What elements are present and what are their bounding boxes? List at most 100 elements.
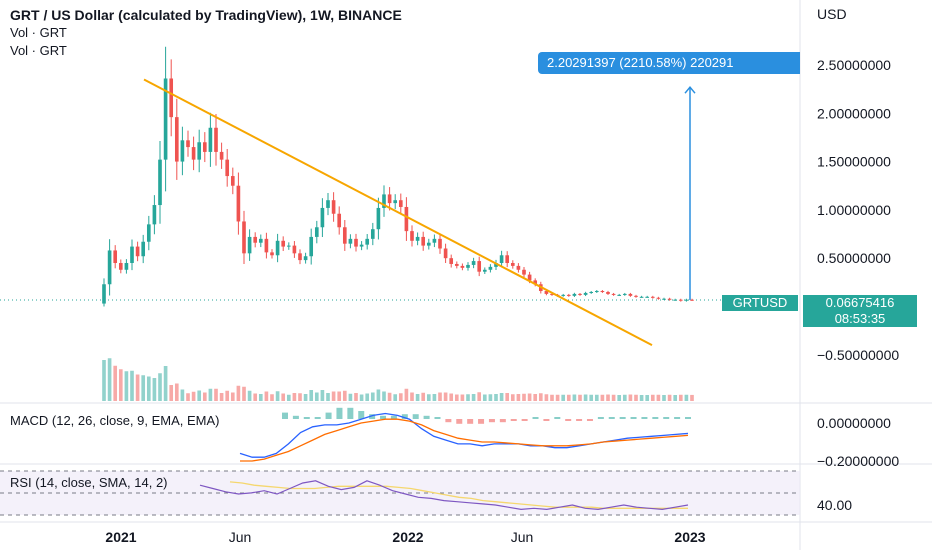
volume-bar <box>264 391 269 401</box>
candle-body <box>505 255 510 264</box>
macd-histogram-bar <box>401 414 408 419</box>
candle-body <box>281 240 286 247</box>
measure-arrowhead <box>684 86 696 94</box>
time-tick-label: Jun <box>511 529 534 545</box>
volume-bar <box>247 390 252 401</box>
candle-body <box>169 78 174 118</box>
volume-bar <box>572 394 577 401</box>
volume-bar <box>387 392 392 401</box>
volume-bar <box>202 392 207 401</box>
volume-bar <box>460 394 465 401</box>
macd-histogram-bar <box>597 417 604 419</box>
rsi-legend: RSI (14, close, SMA, 14, 2) <box>10 475 168 490</box>
candle-body <box>191 147 196 160</box>
volume-bar <box>578 394 582 401</box>
volume-bar <box>628 394 633 401</box>
volume-bar <box>393 394 398 401</box>
rsi-line <box>199 480 689 511</box>
price-tick-label: 1.00000000 <box>817 202 891 218</box>
candle-body <box>219 151 224 160</box>
candle-body <box>510 263 515 266</box>
time-tick-label: Jun <box>229 529 252 545</box>
volume-bar <box>617 395 622 401</box>
candle-body <box>113 250 118 264</box>
macd-histogram-bar <box>521 419 528 421</box>
volume-bar <box>236 385 241 401</box>
candle-body <box>516 265 521 270</box>
volume-bar <box>219 393 224 401</box>
candle-body <box>415 236 420 241</box>
candle-body <box>197 142 202 160</box>
candle-body <box>589 291 594 293</box>
volume-bar <box>146 376 151 401</box>
volume-bar <box>684 394 689 401</box>
volume-bar <box>158 373 162 401</box>
price-tick-label: −0.50000000 <box>817 347 899 363</box>
volume-bar <box>225 390 230 401</box>
macd-histogram-bar <box>478 419 485 424</box>
measure-label: 2.20291397 (2210.58%) 220291 <box>538 52 800 74</box>
macd-histogram-bar <box>423 415 430 419</box>
candle-body <box>152 205 157 225</box>
candle-body <box>410 231 414 241</box>
candle-body <box>247 236 252 254</box>
volume-bar <box>639 395 644 401</box>
candle-body <box>258 238 263 243</box>
volume-bar <box>650 394 655 401</box>
last-price: 0.06675416 <box>825 295 895 310</box>
volume-bar <box>415 394 420 401</box>
candle-body <box>314 227 319 237</box>
volume-bar <box>370 392 375 401</box>
candle-body <box>471 261 476 265</box>
candle-body <box>572 293 577 296</box>
candle-body <box>202 142 207 152</box>
macd-histogram-bar <box>467 419 474 424</box>
volume-bar <box>118 369 123 401</box>
candle-body <box>382 194 386 208</box>
volume-bar <box>163 366 168 401</box>
candle-body <box>617 294 622 296</box>
macd-histogram-bar <box>456 419 463 424</box>
volume-bar <box>320 390 325 401</box>
candle-body <box>426 242 431 246</box>
candle-body <box>253 236 258 243</box>
candle-body <box>566 294 571 296</box>
candle-body <box>673 299 678 301</box>
volume-bar <box>113 365 118 401</box>
volume-bar <box>180 389 185 401</box>
volume-bar <box>594 394 599 401</box>
volume-bar <box>354 393 358 401</box>
chart-header: GRT / US Dollar (calculated by TradingVi… <box>10 6 402 60</box>
volume-bars <box>102 358 694 401</box>
macd-histogram-bar <box>358 411 365 419</box>
volume-bar <box>292 393 297 401</box>
macd-histogram-bar <box>499 419 506 423</box>
macd-histogram-bar <box>336 407 343 419</box>
candle-body <box>118 263 123 270</box>
macd-histogram-bar <box>619 417 626 419</box>
currency-label: USD <box>817 6 847 22</box>
candle-body <box>634 295 638 297</box>
candle-body <box>499 255 504 264</box>
volume-bar <box>376 389 381 401</box>
volume-bar <box>314 392 319 401</box>
volume-bar <box>348 393 353 401</box>
volume-bar <box>426 394 431 401</box>
volume-bar <box>477 392 482 401</box>
candle-body <box>398 200 403 207</box>
volume-bar <box>398 393 403 401</box>
volume-bar <box>303 394 308 401</box>
volume-bar <box>678 394 683 401</box>
volume-bar <box>102 360 106 401</box>
candle-body <box>645 296 650 298</box>
candle-body <box>208 127 213 152</box>
candle-body <box>186 140 190 148</box>
candle-body <box>690 299 694 301</box>
candle-body <box>303 256 308 261</box>
volume-legend-2: Vol · GRT <box>10 43 67 58</box>
volume-bar <box>443 392 448 401</box>
macd-histogram-bar <box>554 417 561 419</box>
macd-histogram-bar <box>434 417 441 419</box>
volume-bar <box>342 390 347 401</box>
